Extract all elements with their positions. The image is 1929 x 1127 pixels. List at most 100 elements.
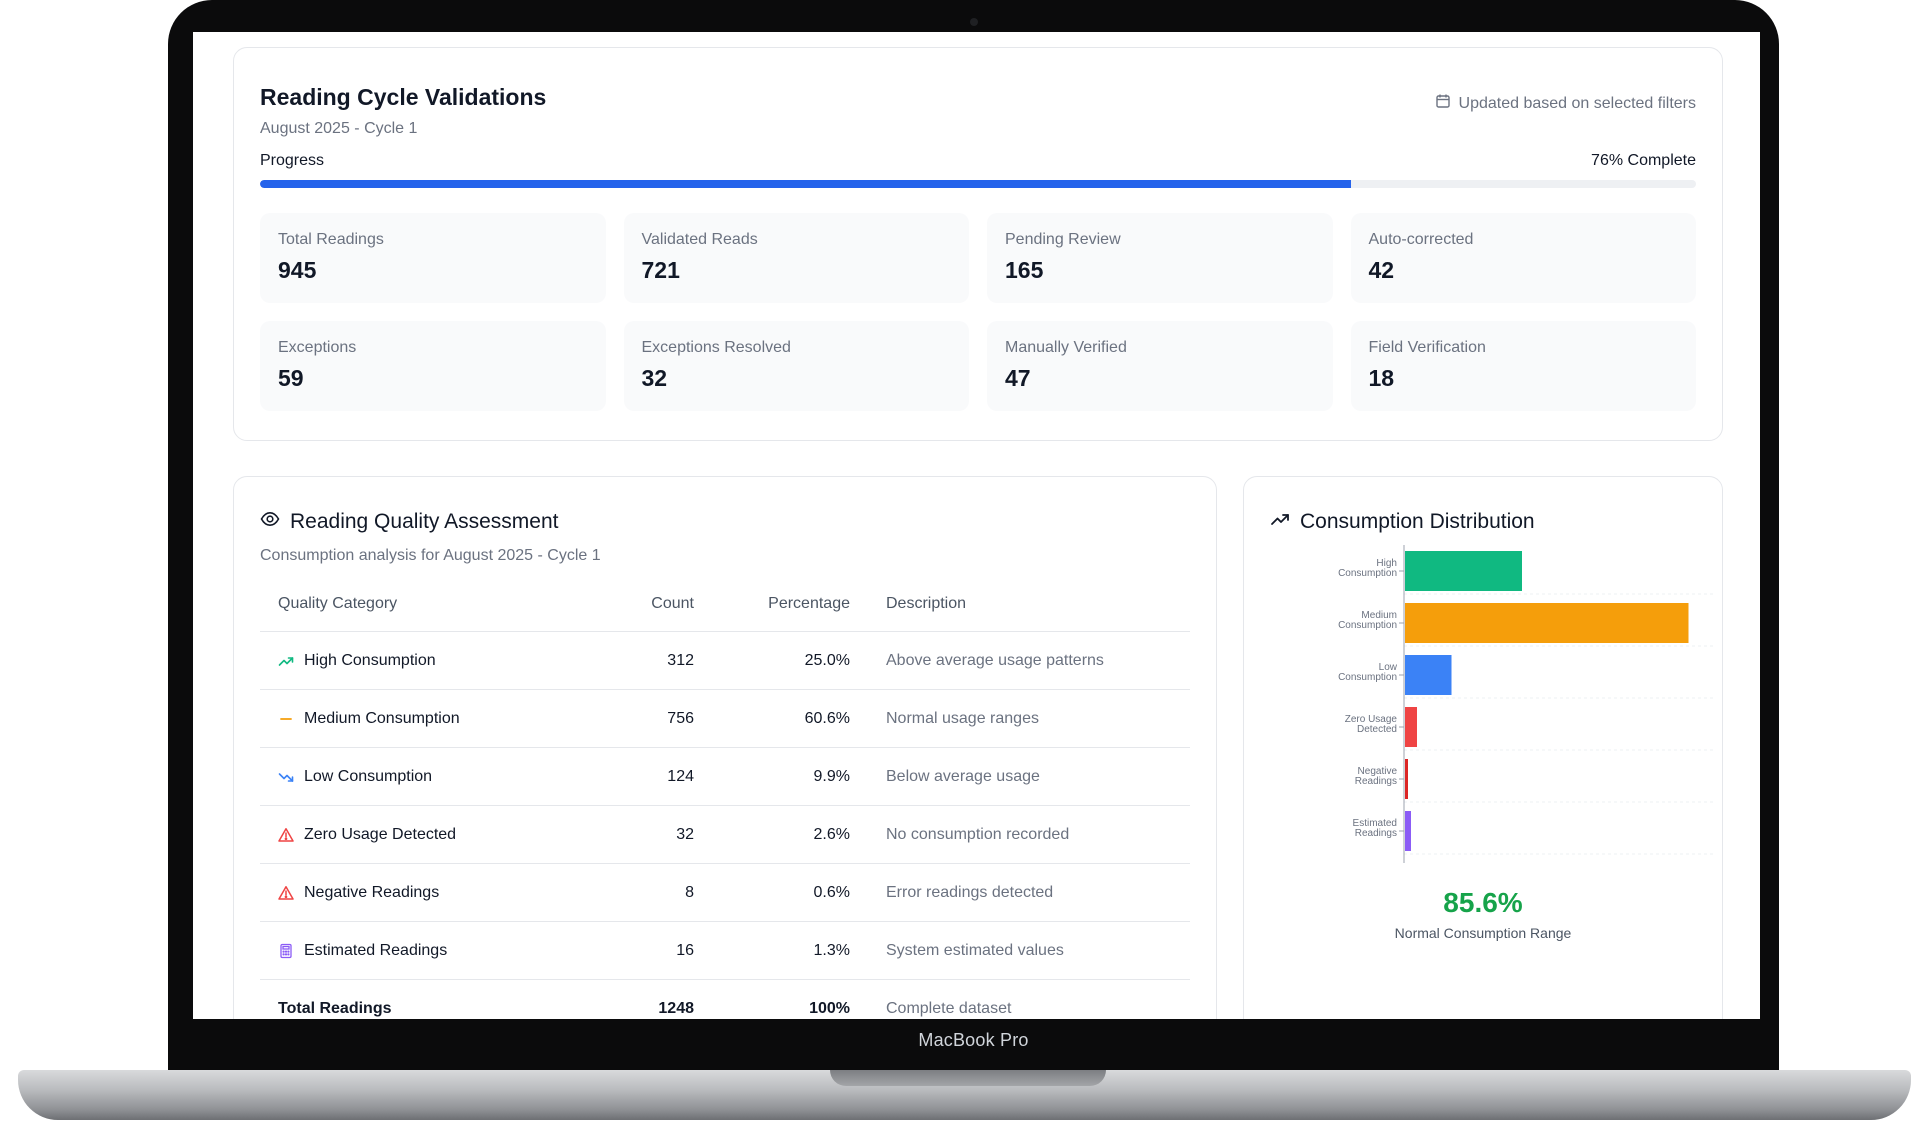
screen: Reading Cycle Validations August 2025 - … xyxy=(193,32,1760,1019)
table-row: Estimated Readings 16 1.3% System estimated… xyxy=(260,921,1190,980)
normal-range-label: Normal Consumption Range xyxy=(1394,925,1572,941)
bar-3 xyxy=(1405,707,1417,747)
distribution-chart: HighConsumptionMediumConsumptionLowConsu… xyxy=(1338,545,1714,863)
distribution-title: Consumption Distribution xyxy=(1300,509,1535,533)
table-total-row: Total Readings 1248 100% Complete dataset xyxy=(260,980,1190,1020)
normal-range-value: 85.6% xyxy=(1443,887,1523,918)
tick-label: Detected xyxy=(1357,724,1397,735)
category-label: Medium Consumption xyxy=(304,709,460,727)
camera xyxy=(970,18,978,26)
cycle-subtitle: August 2025 - Cycle 1 xyxy=(260,120,418,137)
stat-value: 42 xyxy=(1368,257,1395,283)
percentage-cell: 25.0% xyxy=(712,631,868,690)
bar-5 xyxy=(1405,811,1411,851)
stat-card: Auto-corrected 42 xyxy=(1350,213,1696,303)
stat-label: Total Readings xyxy=(278,231,384,248)
trend-up-icon xyxy=(278,653,294,669)
total-label: Total Readings xyxy=(278,999,392,1017)
category-cell: Medium Consumption xyxy=(260,689,596,748)
stat-value: 59 xyxy=(278,365,304,391)
stats-grid: Total Readings 945 Validated Reads 721 Pendi… xyxy=(260,213,1696,411)
description-cell: System estimated values xyxy=(868,921,1190,980)
category-cell: Negative Readings xyxy=(260,863,596,922)
updated-text: Updated based on selected filters xyxy=(1458,94,1696,112)
quality-table: Quality Category Count Percentage Descri… xyxy=(260,577,1190,1019)
tick-label: Readings xyxy=(1355,828,1397,839)
category-label: High Consumption xyxy=(304,651,436,669)
table-row: High Consumption 312 25.0% Above average us… xyxy=(260,631,1190,690)
description-cell: Error readings detected xyxy=(868,863,1190,922)
quality-subtitle: Consumption analysis for August 2025 - C… xyxy=(260,547,601,564)
tick-label: Zero Usage xyxy=(1345,714,1398,725)
category-label: Zero Usage Detected xyxy=(304,825,457,843)
trend-up-icon xyxy=(1270,509,1290,534)
category-wrap: Negative Readings xyxy=(278,864,578,921)
description-cell: Normal usage ranges xyxy=(868,689,1190,748)
category-label: Estimated Readings xyxy=(304,941,448,959)
stat-label: Manually Verified xyxy=(1005,339,1127,356)
stat-label: Field Verification xyxy=(1368,339,1486,356)
tick-label: Medium xyxy=(1361,610,1397,621)
total-count: 1248 xyxy=(658,999,694,1017)
tick-label: Negative xyxy=(1358,766,1398,777)
bar-1 xyxy=(1405,603,1689,643)
category-cell: Estimated Readings xyxy=(260,921,596,980)
category-wrap: Zero Usage Detected xyxy=(278,806,578,863)
quality-card: Reading Quality Assessment Consumption a… xyxy=(233,476,1217,1019)
stat-card: Total Readings 945 xyxy=(260,213,606,303)
bar-2 xyxy=(1405,655,1452,695)
distribution-card: Consumption Distribution High Consumption… xyxy=(1243,476,1723,1019)
stat-value: 32 xyxy=(641,365,668,391)
description-cell: No consumption recorded xyxy=(868,805,1190,864)
description-cell: Above average usage patterns xyxy=(868,631,1190,690)
description-cell: Below average usage xyxy=(868,747,1190,806)
updated-note: Updated based on selected filters xyxy=(1435,93,1696,114)
total-percentage: 100% xyxy=(809,999,850,1017)
stat-value: 945 xyxy=(278,257,317,283)
category-cell: High Consumption xyxy=(260,631,596,690)
percentage-cell: 0.6% xyxy=(712,863,868,922)
stat-card: Field Verification 18 xyxy=(1350,321,1696,411)
device-label: MacBook Pro xyxy=(918,1030,1029,1050)
stat-value: 721 xyxy=(641,257,680,283)
count-cell: 16 xyxy=(596,921,712,980)
table-row: Zero Usage Detected 32 2.6% No consumption … xyxy=(260,805,1190,864)
count-cell: 32 xyxy=(596,805,712,864)
stat-card: Exceptions Resolved 32 xyxy=(623,321,969,411)
category-label: Low Consumption xyxy=(304,767,433,785)
column-header: Description xyxy=(868,577,1190,632)
stat-label: Auto-corrected xyxy=(1368,231,1474,248)
percentage-cell: 1.3% xyxy=(712,921,868,980)
laptop-notch xyxy=(830,1070,1106,1086)
stat-card: Manually Verified 47 xyxy=(987,321,1333,411)
count-cell: 8 xyxy=(596,863,712,922)
stat-card: Pending Review 165 xyxy=(987,213,1333,303)
summary-card: Reading Cycle Validations August 2025 - … xyxy=(233,47,1723,441)
count-cell: 124 xyxy=(596,747,712,806)
progress-value: 76% Complete xyxy=(1591,152,1696,169)
distribution-header: Consumption Distribution xyxy=(1270,509,1535,534)
eye-icon xyxy=(260,509,280,534)
tick-label: Consumption xyxy=(1338,672,1397,683)
bar-4 xyxy=(1405,759,1408,799)
stat-value: 165 xyxy=(1005,257,1044,283)
column-header: Quality Category xyxy=(260,577,596,632)
table-header-row: Quality Category Count Percentage Descri… xyxy=(260,577,1190,632)
quality-title: Reading Quality Assessment xyxy=(290,509,559,533)
total-description: Complete dataset xyxy=(886,999,1012,1017)
calculator-icon xyxy=(278,943,294,959)
table-row: Medium Consumption 756 60.6% Normal usage r… xyxy=(260,689,1190,748)
warning-icon xyxy=(278,885,294,901)
trend-down-icon xyxy=(278,769,294,785)
progress-bar xyxy=(260,180,1696,188)
stat-label: Exceptions xyxy=(278,339,357,356)
stat-label: Validated Reads xyxy=(641,231,758,248)
stat-card: Validated Reads 721 xyxy=(623,213,969,303)
page-title: Reading Cycle Validations xyxy=(260,84,547,110)
percentage-cell: 2.6% xyxy=(712,805,868,864)
tick-label: Consumption xyxy=(1338,620,1397,631)
tick-label: Readings xyxy=(1355,776,1397,787)
category-cell: Low Consumption xyxy=(260,747,596,806)
stat-card: Exceptions 59 xyxy=(260,321,606,411)
stat-label: Pending Review xyxy=(1005,231,1121,248)
